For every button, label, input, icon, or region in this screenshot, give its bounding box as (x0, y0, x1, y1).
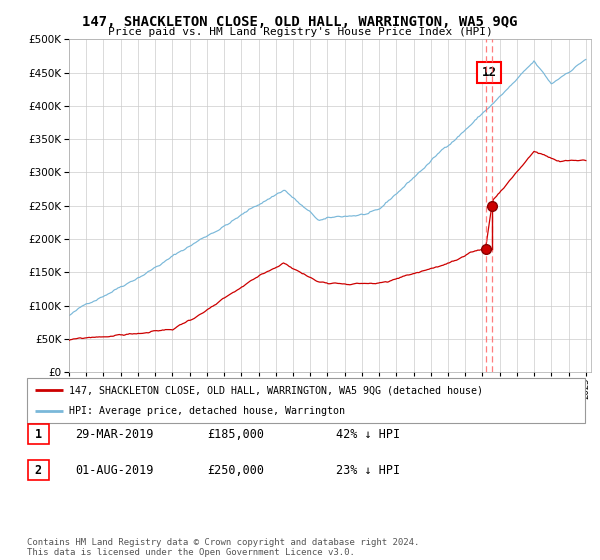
Text: Contains HM Land Registry data © Crown copyright and database right 2024.
This d: Contains HM Land Registry data © Crown c… (27, 538, 419, 557)
FancyBboxPatch shape (28, 460, 49, 480)
Text: 2: 2 (35, 464, 42, 477)
Text: 147, SHACKLETON CLOSE, OLD HALL, WARRINGTON, WA5 9QG (detached house): 147, SHACKLETON CLOSE, OLD HALL, WARRING… (69, 385, 483, 395)
Text: 12: 12 (482, 66, 497, 79)
Text: HPI: Average price, detached house, Warrington: HPI: Average price, detached house, Warr… (69, 405, 345, 416)
Text: 23% ↓ HPI: 23% ↓ HPI (336, 464, 400, 477)
Text: 29-MAR-2019: 29-MAR-2019 (75, 427, 154, 441)
Text: 01-AUG-2019: 01-AUG-2019 (75, 464, 154, 477)
Text: 1: 1 (35, 427, 42, 441)
Text: £250,000: £250,000 (207, 464, 264, 477)
Text: £185,000: £185,000 (207, 427, 264, 441)
FancyBboxPatch shape (28, 424, 49, 444)
Text: Price paid vs. HM Land Registry's House Price Index (HPI): Price paid vs. HM Land Registry's House … (107, 27, 493, 37)
Text: 147, SHACKLETON CLOSE, OLD HALL, WARRINGTON, WA5 9QG: 147, SHACKLETON CLOSE, OLD HALL, WARRING… (82, 15, 518, 29)
FancyBboxPatch shape (27, 378, 585, 423)
Text: 42% ↓ HPI: 42% ↓ HPI (336, 427, 400, 441)
